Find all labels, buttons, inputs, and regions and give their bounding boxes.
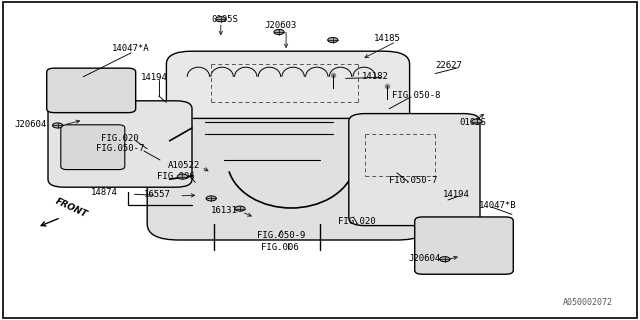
- Text: J20604: J20604: [408, 254, 440, 263]
- FancyBboxPatch shape: [61, 125, 125, 170]
- Text: A10522: A10522: [168, 161, 200, 170]
- Text: 0105S: 0105S: [211, 15, 238, 24]
- Circle shape: [177, 174, 188, 179]
- Text: 0105S: 0105S: [460, 118, 486, 127]
- Text: 14194: 14194: [141, 73, 168, 82]
- Text: J20604: J20604: [14, 120, 46, 129]
- Text: A050002072: A050002072: [563, 298, 613, 307]
- FancyBboxPatch shape: [47, 68, 136, 113]
- Text: 14874: 14874: [91, 188, 118, 197]
- Circle shape: [472, 119, 482, 124]
- Text: FIG.050-8: FIG.050-8: [392, 91, 441, 100]
- Text: FRONT: FRONT: [54, 196, 89, 219]
- Text: 14182: 14182: [362, 72, 388, 81]
- FancyBboxPatch shape: [48, 101, 192, 187]
- Circle shape: [206, 196, 216, 201]
- Circle shape: [328, 37, 338, 43]
- Text: FIG.006: FIG.006: [157, 172, 195, 181]
- Text: FIG.050-9: FIG.050-9: [257, 231, 306, 240]
- Text: FIG.020: FIG.020: [338, 217, 376, 226]
- Text: 16557: 16557: [144, 190, 171, 199]
- Text: 14194: 14194: [443, 190, 470, 199]
- Circle shape: [216, 17, 226, 22]
- Circle shape: [52, 123, 63, 128]
- Text: FIG.050-7: FIG.050-7: [96, 144, 145, 153]
- FancyBboxPatch shape: [415, 217, 513, 274]
- Circle shape: [235, 206, 245, 211]
- FancyBboxPatch shape: [147, 118, 429, 240]
- Text: 22627: 22627: [435, 61, 462, 70]
- Text: FIG.006: FIG.006: [261, 243, 299, 252]
- Text: 14185: 14185: [374, 34, 401, 43]
- Text: 14047*A: 14047*A: [112, 44, 150, 53]
- Circle shape: [274, 29, 284, 35]
- Text: 16131: 16131: [211, 206, 238, 215]
- Text: FIG.050-7: FIG.050-7: [389, 176, 438, 185]
- Circle shape: [440, 257, 450, 262]
- Text: FIG.020: FIG.020: [101, 134, 139, 143]
- FancyBboxPatch shape: [349, 114, 480, 226]
- Text: 14047*B: 14047*B: [479, 201, 516, 210]
- FancyBboxPatch shape: [166, 51, 410, 166]
- Text: J20603: J20603: [264, 21, 296, 30]
